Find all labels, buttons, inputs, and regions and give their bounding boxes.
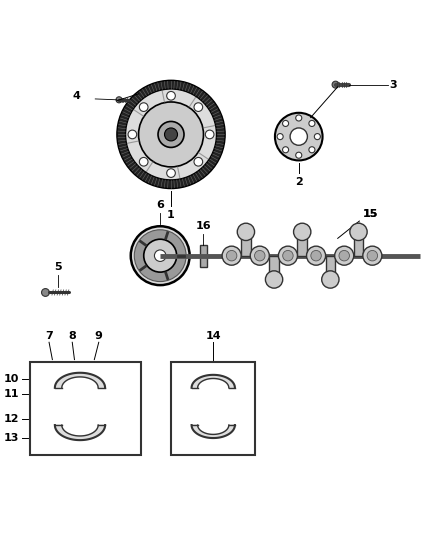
Text: 2: 2 <box>295 177 303 187</box>
Circle shape <box>283 147 289 153</box>
Circle shape <box>314 134 321 140</box>
Circle shape <box>311 251 321 261</box>
Circle shape <box>335 246 354 265</box>
Circle shape <box>134 230 186 281</box>
Circle shape <box>139 157 148 166</box>
Circle shape <box>126 89 216 180</box>
Circle shape <box>277 134 283 140</box>
Circle shape <box>138 102 204 167</box>
Bar <box>201 245 207 266</box>
Text: 16: 16 <box>196 221 211 231</box>
Circle shape <box>265 271 283 288</box>
Polygon shape <box>55 373 105 388</box>
Circle shape <box>144 239 177 272</box>
Circle shape <box>367 251 378 261</box>
Circle shape <box>309 147 315 153</box>
Circle shape <box>275 113 322 160</box>
Circle shape <box>194 103 203 111</box>
Circle shape <box>117 80 225 189</box>
Bar <box>325 256 335 279</box>
Circle shape <box>307 246 325 265</box>
Text: 6: 6 <box>156 200 164 210</box>
Bar <box>30 362 141 455</box>
Circle shape <box>296 115 302 121</box>
Circle shape <box>332 81 339 88</box>
Circle shape <box>167 92 175 100</box>
Text: 12: 12 <box>4 415 19 424</box>
Circle shape <box>205 130 214 139</box>
Circle shape <box>350 223 367 240</box>
Circle shape <box>290 128 307 146</box>
Text: 15: 15 <box>363 209 378 219</box>
Circle shape <box>254 251 265 261</box>
Circle shape <box>139 103 148 111</box>
Bar <box>269 256 279 279</box>
Circle shape <box>116 97 122 103</box>
Circle shape <box>279 246 297 265</box>
Text: 7: 7 <box>45 331 53 341</box>
Text: 1: 1 <box>167 210 175 220</box>
Circle shape <box>283 120 289 126</box>
Bar <box>297 232 307 256</box>
Circle shape <box>339 251 350 261</box>
Circle shape <box>222 246 241 265</box>
Bar <box>171 362 255 455</box>
Circle shape <box>309 120 315 126</box>
Text: 14: 14 <box>205 331 221 341</box>
Text: 9: 9 <box>95 331 102 341</box>
Text: 10: 10 <box>4 374 19 384</box>
Circle shape <box>42 288 49 296</box>
Circle shape <box>158 122 184 148</box>
Text: 4: 4 <box>72 91 80 101</box>
Circle shape <box>250 246 269 265</box>
Circle shape <box>226 251 237 261</box>
Circle shape <box>155 250 166 261</box>
Text: 5: 5 <box>55 262 62 272</box>
Text: 15: 15 <box>363 209 378 219</box>
Bar <box>354 232 363 256</box>
Circle shape <box>165 128 177 141</box>
Text: 13: 13 <box>4 433 19 443</box>
Circle shape <box>131 226 190 285</box>
Circle shape <box>237 223 254 240</box>
Polygon shape <box>191 425 235 438</box>
Text: 8: 8 <box>68 331 76 341</box>
Circle shape <box>363 246 382 265</box>
Circle shape <box>128 130 137 139</box>
Circle shape <box>321 271 339 288</box>
Circle shape <box>167 169 175 177</box>
Bar <box>241 232 251 256</box>
Circle shape <box>283 251 293 261</box>
Text: 3: 3 <box>390 79 397 90</box>
Circle shape <box>296 152 302 158</box>
Circle shape <box>194 157 203 166</box>
Polygon shape <box>55 425 105 440</box>
Circle shape <box>293 223 311 240</box>
Polygon shape <box>191 375 235 388</box>
Text: 11: 11 <box>4 389 19 399</box>
